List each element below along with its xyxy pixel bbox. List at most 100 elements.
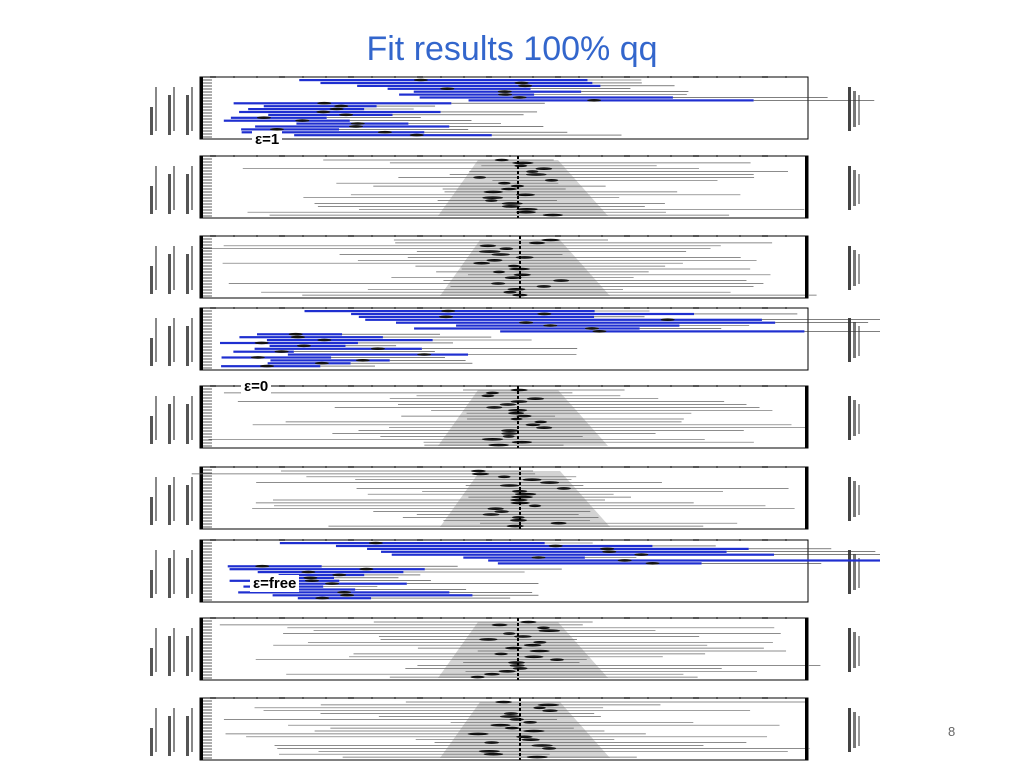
top-tick xyxy=(739,385,741,387)
fit-point xyxy=(409,133,424,137)
top-tick xyxy=(532,385,534,387)
top-tick xyxy=(785,155,787,157)
panel-axis xyxy=(200,386,203,448)
fit-bar xyxy=(257,571,404,574)
error-band xyxy=(438,390,608,446)
fit-point xyxy=(617,559,632,562)
top-tick xyxy=(348,617,354,619)
fit-point xyxy=(510,417,523,421)
epsilon-label: ε=1 xyxy=(252,131,283,148)
top-tick xyxy=(394,385,396,387)
top-tick xyxy=(555,76,561,78)
right-label-strip xyxy=(853,250,856,286)
row-label-strip xyxy=(168,716,171,756)
fit-point xyxy=(495,700,512,704)
fit-bar xyxy=(223,119,350,122)
right-label-strip xyxy=(848,87,851,131)
top-tick xyxy=(578,466,580,468)
row-label-strip xyxy=(173,477,175,521)
top-tick xyxy=(670,385,672,387)
fit-point xyxy=(482,196,504,199)
fit-point xyxy=(518,84,533,88)
right-label-strip xyxy=(853,322,856,358)
top-tick xyxy=(463,307,465,309)
top-tick xyxy=(394,466,396,468)
fit-bar xyxy=(414,327,640,330)
right-label-strip xyxy=(858,558,860,588)
top-tick xyxy=(601,76,603,78)
fit-point xyxy=(592,330,607,333)
row-label-strip xyxy=(168,254,171,294)
top-tick xyxy=(256,539,258,541)
fit-point xyxy=(543,324,558,327)
fit-point xyxy=(417,353,432,356)
top-tick xyxy=(371,385,373,387)
top-tick xyxy=(279,155,285,157)
top-tick xyxy=(509,697,511,699)
fit-point xyxy=(511,440,533,444)
fit-point xyxy=(537,312,552,316)
top-tick xyxy=(210,539,216,541)
row-label-strip xyxy=(155,166,157,210)
top-tick xyxy=(601,466,603,468)
top-tick xyxy=(371,466,373,468)
top-tick xyxy=(233,155,235,157)
fit-bar xyxy=(387,87,531,90)
fit-point xyxy=(440,87,455,90)
fit-point xyxy=(492,270,506,274)
top-tick xyxy=(693,307,699,309)
fit-point xyxy=(516,210,536,214)
top-tick xyxy=(670,466,672,468)
top-tick xyxy=(647,235,649,237)
top-tick xyxy=(739,539,741,541)
top-tick xyxy=(647,76,649,78)
fit-point xyxy=(536,285,552,288)
fit-point xyxy=(525,173,547,176)
top-tick xyxy=(670,307,672,309)
top-tick xyxy=(394,76,396,78)
fit-point xyxy=(528,504,542,508)
top-tick xyxy=(762,155,768,157)
top-tick xyxy=(440,697,442,699)
fit-bar xyxy=(241,128,339,131)
fit-bar xyxy=(463,556,585,559)
fit-bar xyxy=(279,542,545,545)
fit-point xyxy=(488,443,509,447)
top-tick xyxy=(532,697,534,699)
top-tick xyxy=(348,76,354,78)
right-label-strip xyxy=(853,554,856,590)
fit-point xyxy=(538,629,561,632)
fit-bar xyxy=(251,588,356,591)
fit-point xyxy=(508,411,525,415)
top-tick xyxy=(348,235,354,237)
top-tick xyxy=(486,697,492,699)
panel-axis xyxy=(805,236,808,298)
fit-point xyxy=(521,738,540,741)
top-tick xyxy=(256,466,258,468)
fit-point xyxy=(498,93,513,96)
top-tick xyxy=(578,76,580,78)
fit-bar xyxy=(241,131,425,134)
top-tick xyxy=(371,539,373,541)
fit-bar xyxy=(351,312,695,316)
fit-point xyxy=(516,735,533,739)
fit-point xyxy=(528,241,546,245)
fit-point xyxy=(269,128,284,131)
fit-point xyxy=(494,652,508,656)
fit-panel xyxy=(150,76,875,140)
panel-axis xyxy=(200,236,203,298)
fit-point xyxy=(478,750,500,753)
fit-point xyxy=(332,573,347,577)
top-tick xyxy=(509,385,511,387)
top-tick xyxy=(210,235,216,237)
fit-bar xyxy=(419,96,673,99)
top-tick xyxy=(532,617,534,619)
top-tick xyxy=(670,155,672,157)
fit-point xyxy=(502,435,515,438)
top-tick xyxy=(486,466,492,468)
top-tick xyxy=(486,539,492,541)
fit-point xyxy=(513,273,531,277)
top-tick xyxy=(601,617,603,619)
slide-title: Fit results 100% qq xyxy=(366,30,658,68)
top-tick xyxy=(371,697,373,699)
